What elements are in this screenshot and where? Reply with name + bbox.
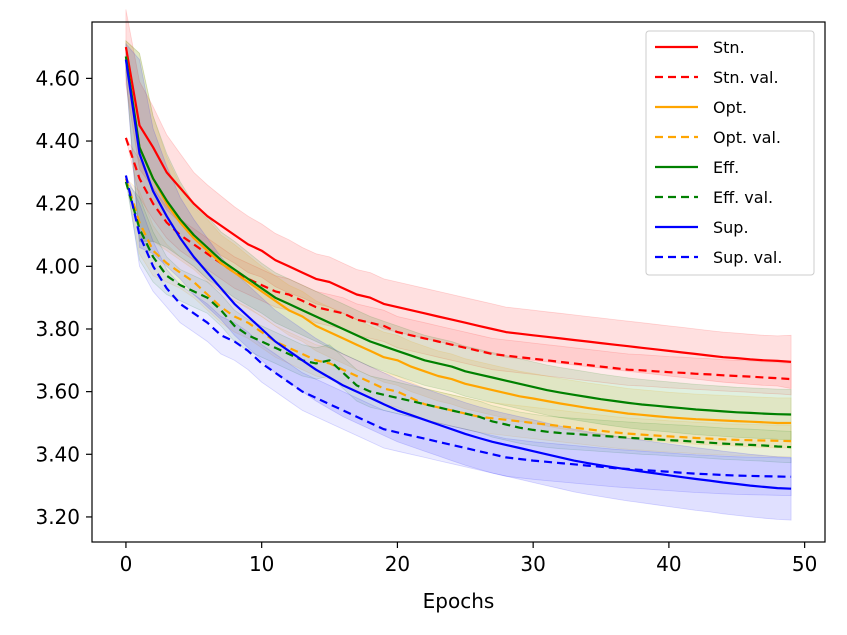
legend-label-stn: Stn. bbox=[713, 38, 745, 57]
x-tick-label: 40 bbox=[656, 552, 681, 576]
band-eff bbox=[125, 39, 792, 441]
line-eff bbox=[124, 56, 792, 416]
line-opt bbox=[124, 56, 792, 425]
x-axis-ticks: 0 10 20 30 40 50 bbox=[120, 542, 817, 576]
y-tick-label: 4.20 bbox=[35, 192, 80, 216]
line-opt-val bbox=[124, 178, 792, 443]
y-tick-label: 3.40 bbox=[35, 442, 80, 466]
line-stn-val bbox=[124, 137, 792, 381]
legend-label-opt: Opt. bbox=[713, 98, 747, 117]
legend-label-opt-val: Opt. val. bbox=[713, 128, 781, 147]
line-stn bbox=[124, 46, 792, 363]
legend-label-eff-val: Eff. val. bbox=[713, 188, 773, 207]
plot-frame bbox=[91, 21, 826, 543]
y-tick-label: 4.60 bbox=[35, 66, 80, 90]
y-tick-label: 3.80 bbox=[35, 317, 80, 341]
legend-label-eff: Eff. bbox=[713, 158, 739, 177]
legend-box bbox=[645, 30, 815, 276]
legend: Stn. Stn. val. Opt. Opt. val. Eff. Eff. val. S… bbox=[645, 30, 815, 276]
x-tick-label: 0 bbox=[120, 552, 133, 576]
band-sup bbox=[125, 42, 792, 521]
series-lines bbox=[124, 46, 792, 490]
legend-label-stn-val: Stn. val. bbox=[713, 68, 779, 87]
line-sup-val bbox=[124, 175, 792, 478]
y-tick-label: 4.00 bbox=[35, 254, 80, 278]
line-eff-val bbox=[124, 181, 792, 449]
legend-label-sup-val: Sup. val. bbox=[713, 248, 782, 267]
x-tick-label: 10 bbox=[249, 552, 274, 576]
x-tick-label: 50 bbox=[792, 552, 817, 576]
x-tick-label: 30 bbox=[520, 552, 545, 576]
x-tick-label: 20 bbox=[385, 552, 410, 576]
line-sup bbox=[124, 59, 792, 490]
y-tick-label: 3.60 bbox=[35, 380, 80, 404]
y-axis-ticks: 3.20 3.40 3.60 3.80 4.00 4.20 4.40 4.60 bbox=[35, 66, 92, 529]
x-axis-label: Epochs bbox=[423, 589, 495, 613]
legend-label-sup: Sup. bbox=[713, 218, 749, 237]
y-tick-label: 3.20 bbox=[35, 505, 80, 529]
y-tick-label: 4.40 bbox=[35, 129, 80, 153]
